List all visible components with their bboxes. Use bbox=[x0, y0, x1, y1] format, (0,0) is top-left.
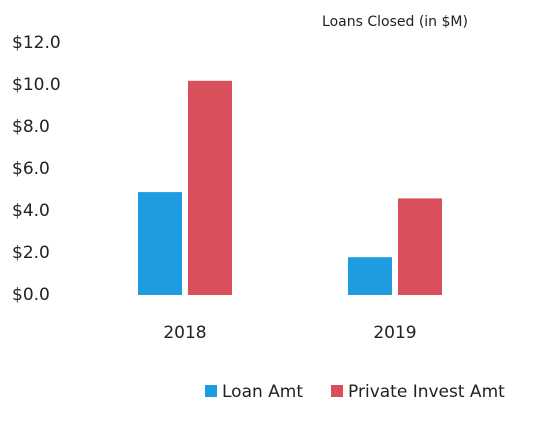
bar bbox=[398, 198, 442, 295]
x-tick-label: 2018 bbox=[163, 323, 206, 343]
bar bbox=[138, 192, 182, 295]
chart-title: Loans Closed (in $M) bbox=[322, 14, 468, 30]
legend-swatch bbox=[205, 385, 217, 397]
y-tick-label: $4.0 bbox=[12, 201, 50, 221]
y-tick-label: $6.0 bbox=[12, 159, 50, 179]
legend-label: Loan Amt bbox=[222, 382, 303, 402]
y-tick-label: $12.0 bbox=[12, 33, 61, 53]
legend-label: Private Invest Amt bbox=[348, 382, 505, 402]
y-tick-label: $0.0 bbox=[12, 285, 50, 305]
bar bbox=[348, 257, 392, 295]
legend-swatch bbox=[331, 385, 344, 397]
bar bbox=[188, 80, 232, 295]
y-tick-label: $2.0 bbox=[12, 243, 50, 263]
y-tick-label: $8.0 bbox=[12, 117, 50, 137]
y-tick-label: $10.0 bbox=[12, 75, 61, 95]
x-tick-label: 2019 bbox=[373, 323, 416, 343]
